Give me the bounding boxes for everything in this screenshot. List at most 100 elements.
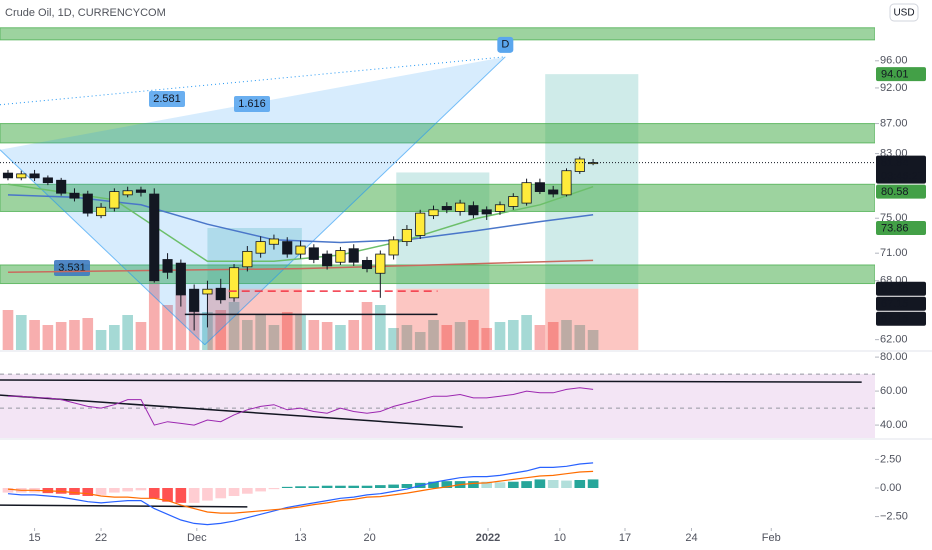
currency-button-label[interactable]: USD [893,8,914,19]
macd-histogram-bar [202,488,213,501]
pattern-point-box [497,36,514,53]
candle-body [228,267,240,299]
macd-histogram-bar [228,488,240,496]
price-badge-label: 73.86 [881,222,909,234]
candle-body [69,192,80,199]
y-tick-label: 71.00 [880,247,908,259]
macd-histogram-bar [109,488,120,493]
pattern-label: 1.616 [238,98,266,110]
volume-bar [15,315,27,350]
price-badge-label: 67.15 [881,298,909,310]
candle-body [415,212,426,236]
macd-pane [0,462,599,526]
volume-bar [428,320,439,350]
volume-bar [321,322,333,350]
zone [0,123,875,144]
volume-bar [29,320,40,350]
macd-histogram-bar [574,480,586,488]
macd-histogram-bar [375,485,386,488]
rsi-line [8,387,594,426]
volume-bar [507,320,519,350]
volume-bar [308,320,320,350]
price-badge [876,155,926,184]
candle-body [428,209,439,217]
volume-bar [361,302,373,350]
price-badge [876,281,926,296]
y-tick-label: 60.00 [880,385,908,397]
y-tick-label: 92.00 [880,82,908,94]
candle-body [348,248,359,263]
candle-body [534,182,545,192]
price-badge-label: 67.15 [881,313,909,325]
volume-bar [441,325,453,350]
volume-bar [534,325,546,350]
candle-body [135,189,147,193]
macd-histogram-bar [242,488,253,494]
volume-bar [587,330,599,350]
macd-histogram-bar [534,479,546,488]
candle-body [109,191,120,209]
pattern-area [0,56,506,345]
macd-histogram-bar [215,488,227,499]
candle-body [2,172,14,179]
x-tick-label: 15 [28,532,40,544]
macd-histogram-bar [481,481,493,488]
trend-line [0,504,248,508]
y-tick-label: 87.00 [880,117,908,129]
candle-body [322,253,333,267]
candle-body [335,250,346,263]
candle-body [16,173,27,179]
pattern-label: 2.581 [153,93,181,105]
pattern-label-box [234,96,270,112]
volume-bar [494,322,506,350]
volume-bar [468,320,479,350]
volume-bar [55,322,67,350]
y-tick-label: 2.50 [880,453,901,465]
volume-bar [561,320,572,350]
currency-button[interactable] [889,3,919,22]
x-tick-label: Dec [187,532,207,544]
macd-histogram-bar [507,481,519,488]
price-badge-label: 67.15 [881,283,909,295]
volume-bar [228,302,240,350]
volume-bar [547,322,559,350]
position-loss [545,288,639,350]
x-tick-label: 2022 [476,532,500,544]
macd-histogram-bar [69,488,80,495]
price-badge-label: 80.58 [881,186,909,198]
candle-body [42,177,53,184]
macd-histogram-bar [188,488,200,503]
candle-body [29,173,40,179]
volume-bar [481,328,493,350]
candle-body [189,288,200,312]
candle-body [268,238,279,245]
candle-body [388,239,399,256]
candle-body [441,206,452,211]
macd-histogram-bar [95,488,107,495]
volume-bar [135,322,147,350]
chart-title: Crude Oil, 1D, CURRENCYCOM [5,7,166,19]
macd-histogram-bar [441,481,453,488]
candle-body [82,193,93,214]
y-tick-label: 40.00 [880,419,908,431]
macd-histogram-bar [521,481,532,488]
macd-histogram-bar [547,480,559,488]
macd-histogram-bar [162,488,173,502]
price-badge [876,67,926,82]
candle-body [455,202,466,212]
macd-histogram-bar [348,485,360,488]
macd-histogram-bar [135,488,147,491]
rsi-pane [0,373,875,438]
volume-bar [109,325,120,350]
macd-histogram-bar [268,488,280,490]
x-tick-label: 20 [364,532,376,544]
pattern-label-box [149,91,185,107]
price-badge [876,184,926,199]
volume-bar [388,328,399,350]
candle-body [468,205,479,216]
x-tick-label: Feb [762,532,781,544]
candle-body [175,262,186,296]
